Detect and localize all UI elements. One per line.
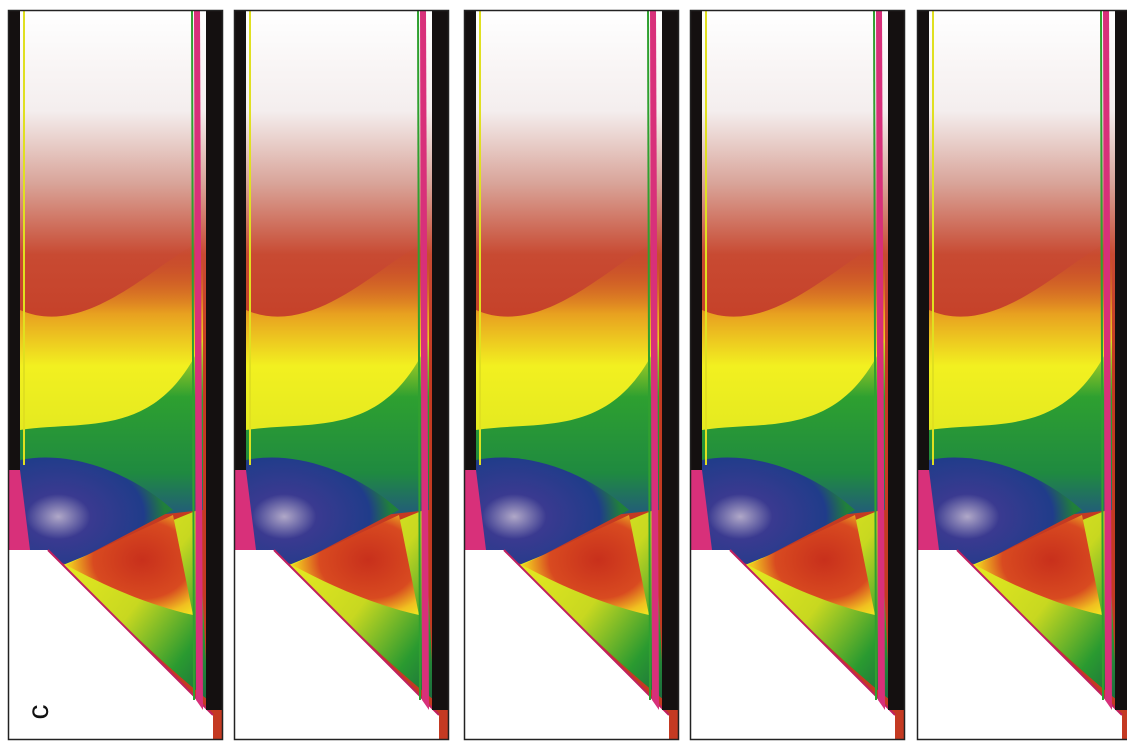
figure: c	[0, 0, 1127, 744]
panel-2	[234, 10, 449, 740]
panel-3	[464, 10, 679, 740]
page: {"figure": {"label": "c"}}	[0, 0, 1127, 744]
panel-5	[917, 10, 1127, 740]
panel-1	[8, 10, 223, 740]
panel-4	[690, 10, 905, 740]
panel-label: c	[22, 705, 55, 720]
